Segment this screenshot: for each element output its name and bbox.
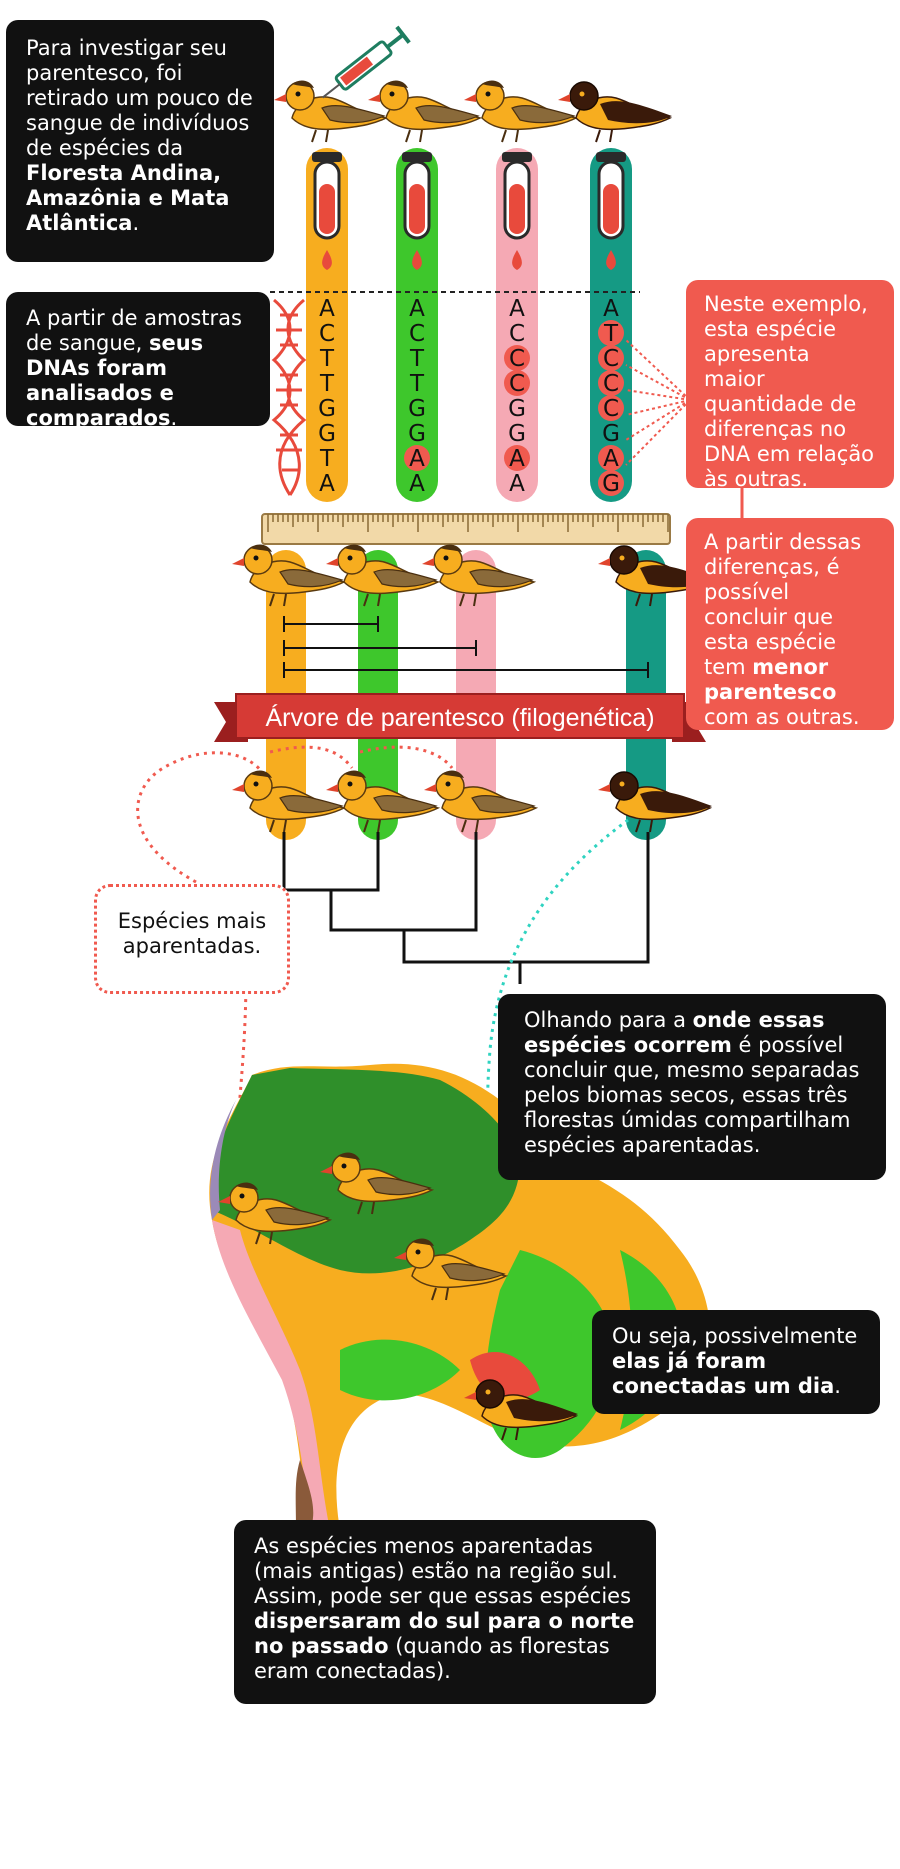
dna-letter: A (319, 471, 335, 497)
dna-letter: C (509, 346, 525, 372)
occurrence-end: é possível concluir que, mesmo separadas… (524, 1033, 860, 1157)
dna-letter: A (509, 471, 525, 497)
dna-letter: G (508, 396, 526, 422)
distance-measures (283, 616, 649, 678)
phylogenetic-ribbon: Árvore de parentesco (filogenética) (214, 693, 706, 742)
dna-letter: C (409, 321, 425, 347)
dna-letter: C (603, 346, 619, 372)
syringe-icon (322, 25, 411, 99)
dna-box: A partir de amostras de sangue, seus DNA… (6, 292, 270, 430)
dna-difference-marker (404, 445, 430, 471)
dna-helix-icon (271, 298, 307, 496)
conclusion-box: A partir dessas diferenças, é possível c… (686, 518, 894, 730)
dna-letter: C (603, 371, 619, 397)
dna-difference-marker (598, 395, 624, 421)
dna-difference-marker (598, 470, 624, 496)
south-box: As espécies menos aparentadas (mais anti… (234, 1520, 656, 1704)
dna-letter: T (409, 346, 425, 372)
dna-letter: A (509, 446, 525, 472)
dna-letter: T (409, 371, 425, 397)
conclusion-end: com as outras. (704, 705, 860, 729)
dna-letter: C (509, 371, 525, 397)
dna-letter: A (409, 296, 425, 322)
related-box: Espécies mais aparentadas. (94, 884, 290, 994)
dna-letter: G (408, 396, 426, 422)
dna-difference-marker (598, 445, 624, 471)
dna-letter: A (509, 296, 525, 322)
dna-letter: G (408, 421, 426, 447)
intro-bold: Floresta Andina, Amazônia e Mata Atlânti… (26, 161, 230, 235)
intro-box: Para investigar seu parentesco, foi reti… (6, 20, 274, 262)
dna-letter: A (603, 446, 619, 472)
dna-letter: T (603, 321, 619, 347)
dna-letter: T (319, 446, 335, 472)
dna-difference-marker (504, 370, 530, 396)
dna-letter: G (508, 421, 526, 447)
dna-difference-marker (504, 445, 530, 471)
connected-end: . (834, 1374, 841, 1398)
bird-species2-top (367, 79, 481, 143)
dna-bar-pink (496, 148, 538, 502)
connected-text: Ou seja, possivelmente (612, 1324, 858, 1348)
occurrence-bold: onde essas espécies ocorrem (524, 1008, 825, 1057)
example-text: Neste exemplo, esta espécie apresenta ma… (704, 292, 875, 491)
dna-letter: T (319, 346, 335, 372)
bird-species4-top (557, 81, 673, 143)
dna-end: . (170, 406, 178, 430)
south-bold: dispersaram do sul para o norte no passa… (254, 1609, 635, 1658)
intro-text: Para investigar seu parentesco, foi reti… (26, 36, 253, 160)
dna-letter: G (318, 421, 336, 447)
occurrence-text: Olhando para a (524, 1008, 693, 1032)
dna-letter: C (603, 396, 619, 422)
related-text: Espécies mais aparentadas. (117, 909, 267, 958)
south-text: As espécies menos aparentadas (mais anti… (254, 1534, 632, 1608)
occurrence-box: Olhando para a onde essas espécies ocorr… (498, 994, 886, 1180)
dna-letter: G (318, 396, 336, 422)
dna-difference-marker (598, 320, 624, 346)
conclusion-text: A partir dessas diferenças, é possível c… (704, 530, 862, 679)
dna-letter: T (319, 371, 335, 397)
dna-letter: G (602, 421, 620, 447)
phylogenetic-tree (282, 832, 650, 984)
conclusion-bold: menor parentesco (704, 655, 837, 704)
dna-letter: A (319, 296, 335, 322)
difference-pointer-lines (625, 339, 691, 466)
dna-difference-marker (504, 345, 530, 371)
intro-end: . (132, 211, 140, 235)
dna-text: A partir de amostras de sangue, (26, 306, 242, 355)
dna-letter: G (602, 471, 620, 497)
south-end: (quando as florestas eram conectadas). (254, 1634, 610, 1683)
example-box: Neste exemplo, esta espécie apresenta ma… (686, 280, 894, 491)
dna-letter: C (509, 321, 525, 347)
connected-bold: elas já foram conectadas um dia (612, 1349, 835, 1398)
ruler (261, 513, 671, 545)
dna-difference-marker (598, 345, 624, 371)
dna-letter: A (409, 446, 425, 472)
ribbon-title: Árvore de parentesco (filogenética) (265, 703, 654, 732)
bird-species3-top (463, 79, 577, 143)
dna-bar-orange (306, 148, 348, 502)
dna-letter: A (603, 296, 619, 322)
dna-bold: seus DNAs foram analisados e comparados (26, 331, 204, 430)
dna-letter: A (409, 471, 425, 497)
bird-andean-top (273, 79, 387, 143)
dna-letter: C (319, 321, 335, 347)
connected-box: Ou seja, possivelmente elas já foram con… (592, 1310, 880, 1414)
dna-difference-marker (598, 370, 624, 396)
dna-bar-green (396, 148, 438, 502)
